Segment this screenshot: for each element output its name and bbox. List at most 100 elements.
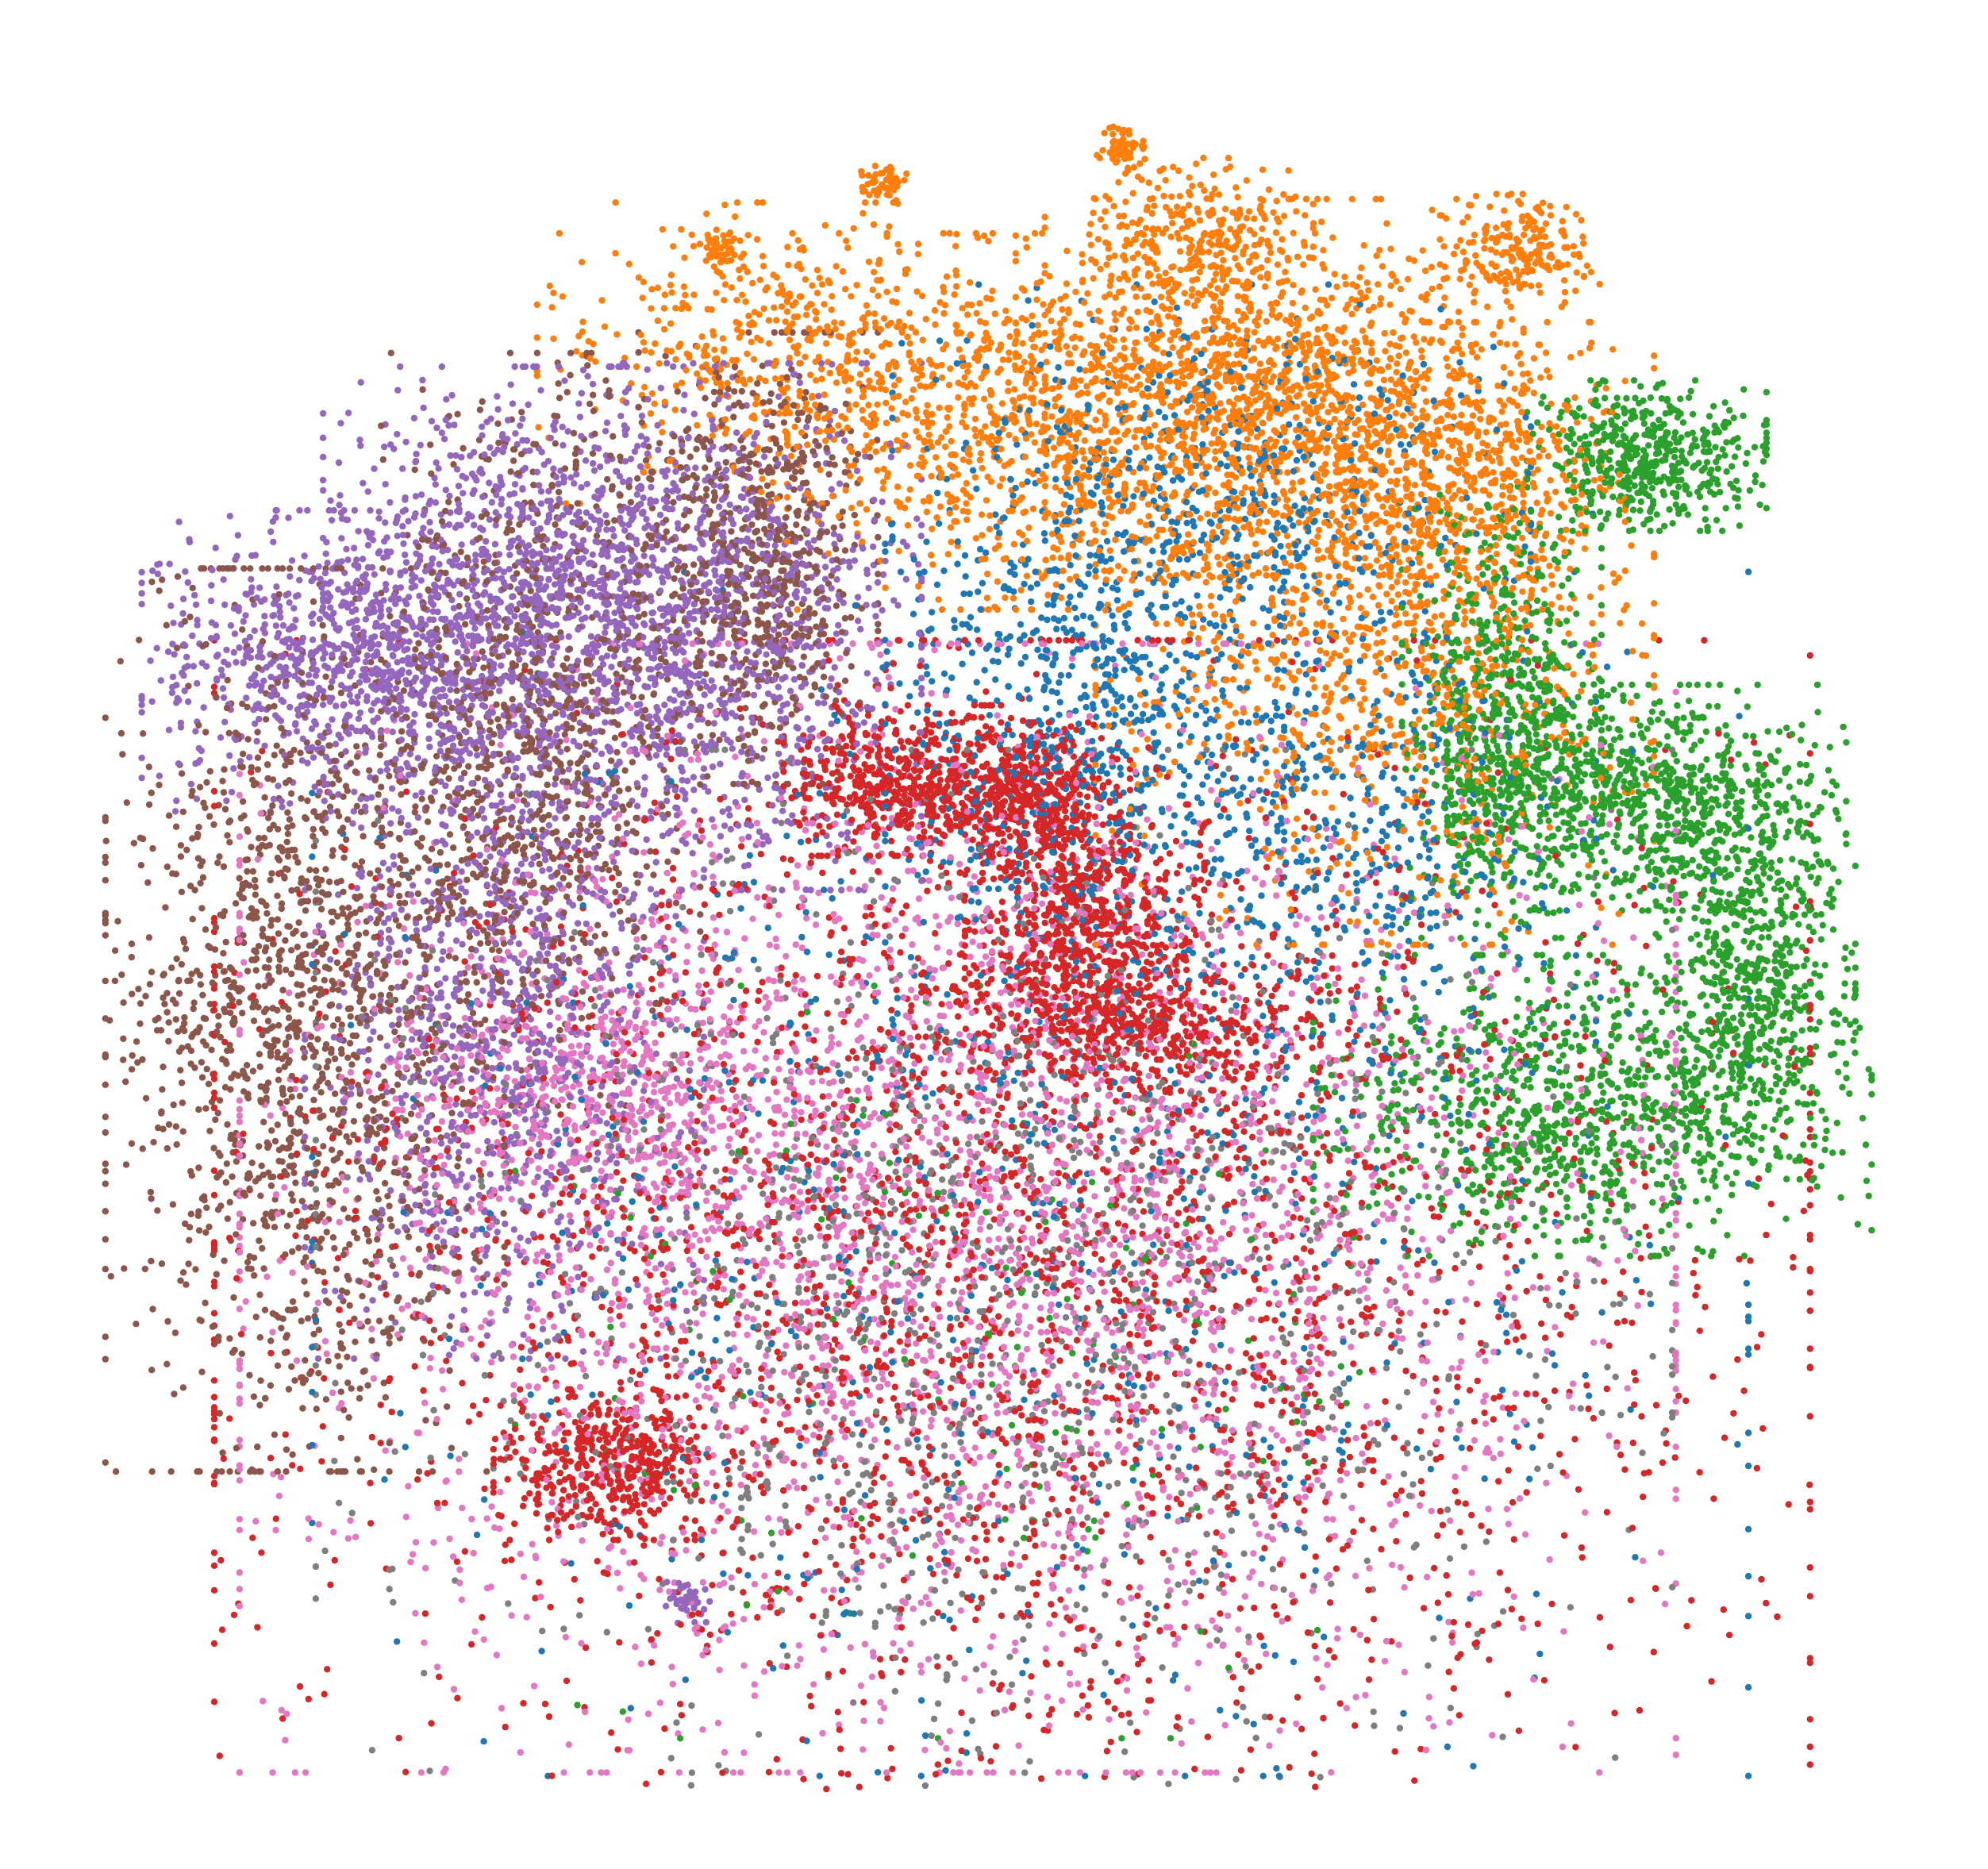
scatter-point xyxy=(396,893,402,899)
scatter-point xyxy=(1177,742,1183,748)
scatter-point xyxy=(195,1164,202,1171)
scatter-point xyxy=(506,552,513,558)
scatter-point xyxy=(761,1668,767,1675)
scatter-point xyxy=(821,1646,827,1652)
scatter-point xyxy=(979,1353,986,1359)
scatter-point xyxy=(888,405,894,411)
scatter-point xyxy=(1325,661,1331,667)
scatter-point xyxy=(709,433,716,439)
scatter-point xyxy=(313,1563,319,1570)
scatter-point xyxy=(1348,986,1354,993)
scatter-point xyxy=(1217,1342,1224,1348)
scatter-point xyxy=(1250,1383,1256,1389)
scatter-point xyxy=(1046,726,1052,733)
scatter-point xyxy=(1644,725,1650,732)
scatter-point xyxy=(658,1261,664,1267)
scatter-point xyxy=(743,987,749,994)
scatter-point xyxy=(944,991,950,998)
scatter-point xyxy=(1293,414,1299,421)
scatter-point xyxy=(702,671,709,677)
scatter-point xyxy=(832,1202,839,1208)
scatter-point xyxy=(1033,421,1040,427)
scatter-point xyxy=(1133,1729,1140,1735)
scatter-point xyxy=(802,389,809,395)
scatter-point xyxy=(165,648,171,655)
scatter-point xyxy=(886,1603,892,1609)
scatter-point xyxy=(327,1582,333,1588)
scatter-point xyxy=(1478,1522,1484,1529)
scatter-point xyxy=(1425,819,1431,825)
scatter-point xyxy=(1710,1217,1717,1224)
scatter-point xyxy=(1767,875,1773,881)
scatter-point xyxy=(1000,356,1006,363)
scatter-point xyxy=(171,1102,177,1108)
scatter-point xyxy=(221,766,227,772)
scatter-point xyxy=(956,346,963,352)
scatter-point xyxy=(280,622,286,629)
scatter-point xyxy=(1669,520,1675,526)
scatter-point xyxy=(459,1505,465,1511)
scatter-point xyxy=(627,1303,633,1309)
scatter-point xyxy=(1084,794,1090,800)
scatter-point xyxy=(1817,1019,1823,1025)
scatter-point xyxy=(1348,1344,1354,1350)
scatter-point xyxy=(614,1746,621,1752)
scatter-point xyxy=(1394,579,1400,585)
scatter-point xyxy=(412,803,418,810)
scatter-point xyxy=(653,752,659,759)
scatter-point xyxy=(1673,1047,1679,1053)
scatter-point xyxy=(1098,216,1104,222)
scatter-point xyxy=(803,1286,809,1292)
scatter-point xyxy=(944,414,951,421)
scatter-point xyxy=(1540,394,1546,400)
scatter-point xyxy=(1359,1517,1365,1523)
scatter-point xyxy=(1386,997,1393,1003)
scatter-point xyxy=(1787,817,1794,824)
scatter-point xyxy=(1336,1236,1343,1243)
scatter-point xyxy=(886,1159,893,1166)
scatter-point xyxy=(1126,973,1132,979)
scatter-point xyxy=(389,806,395,812)
scatter-point xyxy=(801,1581,807,1587)
scatter-point xyxy=(1301,400,1307,406)
scatter-point xyxy=(835,1709,841,1715)
scatter-point xyxy=(1726,407,1732,413)
scatter-point xyxy=(548,1499,555,1506)
scatter-point xyxy=(347,1040,353,1046)
scatter-point xyxy=(405,1483,411,1490)
scatter-point xyxy=(487,1171,494,1177)
scatter-point xyxy=(411,1297,417,1303)
scatter-point xyxy=(1436,1235,1443,1241)
scatter-point xyxy=(648,286,655,292)
scatter-point xyxy=(1631,377,1637,383)
scatter-point xyxy=(958,1537,964,1544)
scatter-point xyxy=(986,1067,993,1073)
scatter-point xyxy=(687,1111,694,1117)
scatter-point xyxy=(738,1505,744,1511)
scatter-point xyxy=(1412,708,1418,714)
scatter-point xyxy=(1240,710,1247,716)
scatter-point xyxy=(1169,220,1175,226)
scatter-point xyxy=(1038,1329,1044,1336)
scatter-point xyxy=(384,707,390,713)
scatter-point xyxy=(321,1279,328,1286)
scatter-point xyxy=(575,400,582,406)
scatter-point xyxy=(1477,416,1483,422)
scatter-point xyxy=(948,894,955,901)
scatter-point xyxy=(1776,1052,1782,1058)
scatter-point xyxy=(727,1004,733,1010)
scatter-point xyxy=(1379,729,1385,735)
scatter-point xyxy=(1754,1465,1760,1471)
scatter-point xyxy=(652,340,658,347)
scatter-point xyxy=(102,1236,109,1242)
scatter-point xyxy=(174,1141,180,1148)
scatter-point xyxy=(1197,852,1203,859)
scatter-point xyxy=(1569,1405,1575,1411)
scatter-point xyxy=(648,484,654,490)
scatter-point xyxy=(1356,1369,1363,1375)
scatter-point xyxy=(1331,1654,1337,1660)
scatter-point xyxy=(898,1508,905,1514)
scatter-point xyxy=(1090,210,1096,216)
scatter-point xyxy=(796,1250,802,1256)
